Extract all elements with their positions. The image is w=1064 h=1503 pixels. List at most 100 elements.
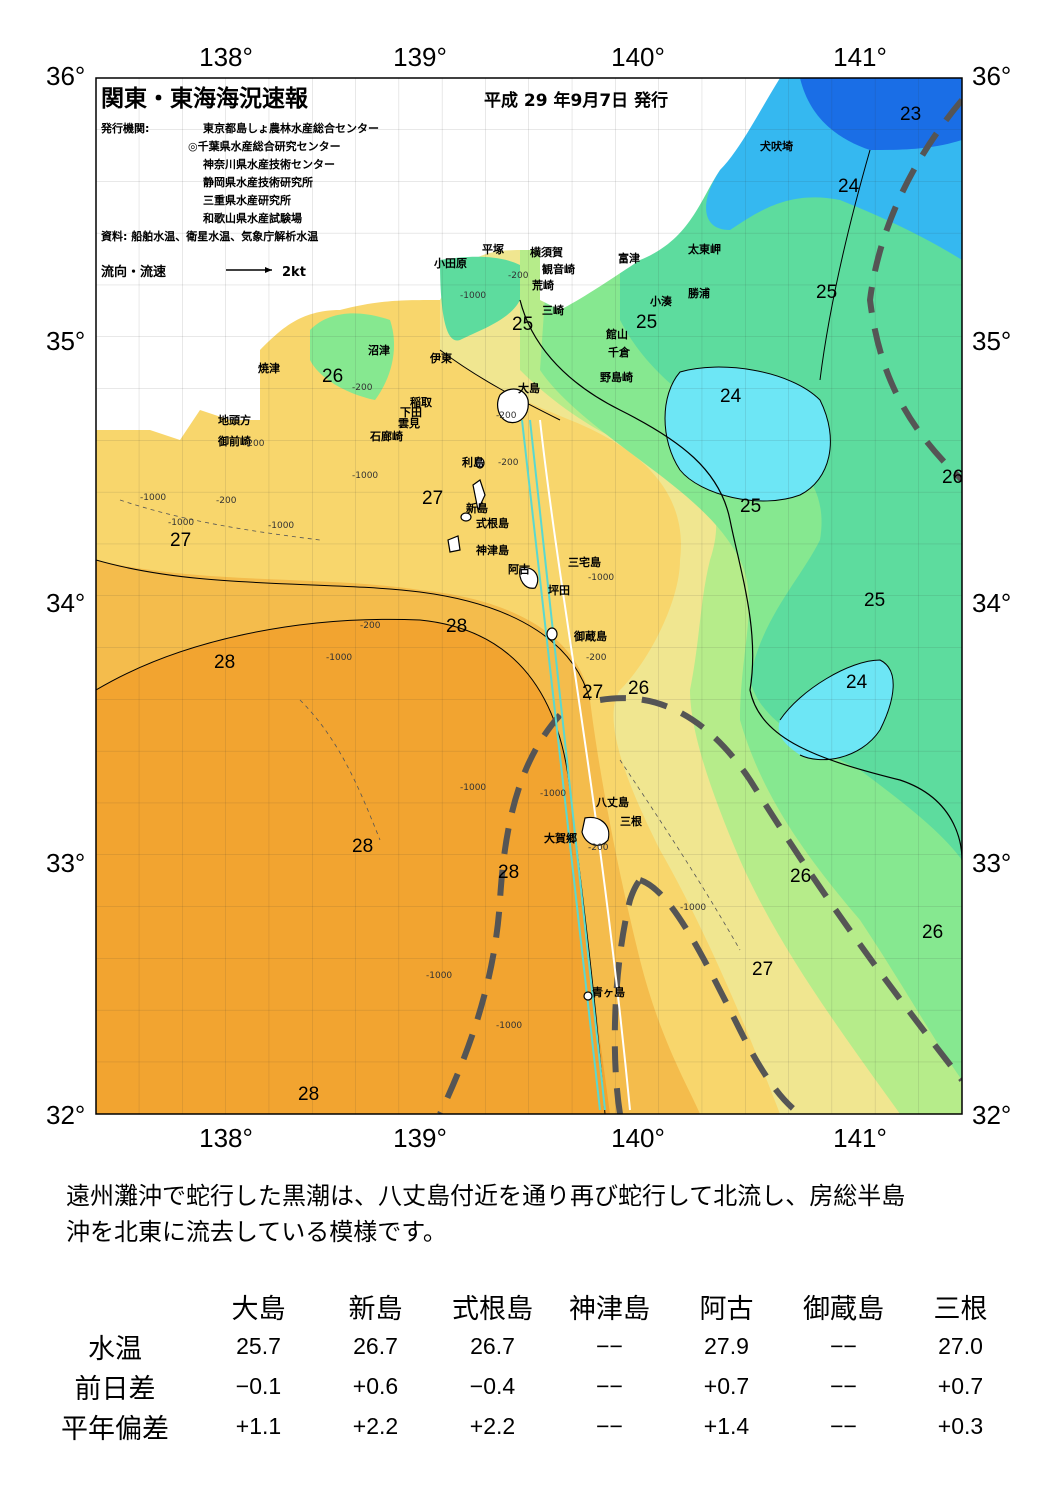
- isotherm-label: 26: [942, 467, 963, 488]
- publisher-name: 三重県水産研究所: [203, 193, 291, 207]
- longitude-tick-top: 141°: [833, 42, 887, 72]
- place-label: 利島: [462, 455, 484, 469]
- table-row: 水温 25.7 26.7 26.7 −− 27.9 −− 27.0: [30, 1326, 1019, 1366]
- table-cell: 25.7: [236, 1332, 281, 1359]
- place-label: 青ヶ島: [592, 985, 625, 999]
- longitude-tick-top: 138°: [199, 42, 253, 72]
- table-row: 平年偏差 +1.1 +2.2 +2.2 −− +1.4 −− +0.3: [30, 1406, 1019, 1446]
- place-label: 平塚: [482, 242, 504, 256]
- place-label: 沼津: [368, 343, 390, 357]
- depth-contour-label: -200: [352, 383, 373, 393]
- place-label: 三宅島: [568, 555, 601, 569]
- table-cell: −−: [596, 1332, 623, 1359]
- table-cell: −−: [596, 1372, 623, 1399]
- isotherm-label: 25: [512, 314, 533, 335]
- place-label: 三崎: [542, 303, 564, 317]
- latitude-tick-left: 36°: [46, 61, 85, 91]
- depth-contour-label: -1000: [140, 493, 166, 503]
- table-cell: 27.9: [704, 1332, 749, 1359]
- table-cell: 26.7: [353, 1332, 398, 1359]
- place-label: 坪田: [548, 584, 570, 597]
- table-header-row: 大島 新島 式根島 神津島 阿古 御蔵島 三根: [30, 1286, 1019, 1326]
- table-cell: +0.7: [703, 1372, 750, 1399]
- longitude-tick-bottom: 140°: [611, 1123, 665, 1153]
- table-cell: −−: [830, 1332, 857, 1359]
- data-sources: 資料: 船舶水温、衛星水温、気象庁解析水温: [101, 229, 318, 243]
- place-label: 稲取: [410, 395, 432, 409]
- latitude-tick-right: 32°: [972, 1100, 1011, 1130]
- depth-contour-label: -1000: [496, 1021, 522, 1031]
- isotherm-label: 28: [352, 836, 373, 857]
- publisher-label: 発行機関:: [100, 121, 149, 135]
- isotherm-label: 28: [298, 1084, 319, 1105]
- latitude-tick-left: 35°: [46, 326, 85, 356]
- place-label: 地頭方: [218, 413, 251, 427]
- publisher-name: 静岡県水産技術研究所: [203, 175, 313, 189]
- place-label: 御前崎: [217, 434, 251, 448]
- depth-contour-label: -200: [498, 458, 519, 468]
- place-label: 太東岬: [687, 242, 721, 256]
- table-row-label: 水温: [88, 1333, 142, 1364]
- sea-temperature-map: 138° 138° 139° 139° 140° 140° 141° 141° 36° 36° 35…: [46, 42, 1011, 1153]
- table-cell: +0.3: [937, 1412, 984, 1439]
- depth-contour-label: -1000: [460, 291, 486, 301]
- place-label: 館山: [605, 327, 628, 341]
- place-label: 雲見: [398, 417, 420, 430]
- place-label: 犬吠埼: [760, 139, 793, 153]
- isotherm-label: 25: [740, 496, 761, 517]
- depth-contour-label: -1000: [168, 518, 194, 528]
- table-cell: +2.2: [352, 1412, 399, 1439]
- temperature-field: [96, 78, 962, 1114]
- place-label: 小田原: [433, 256, 467, 270]
- place-label: 伊東: [429, 351, 453, 365]
- place-label: 三根: [620, 814, 643, 828]
- isotherm-label: 25: [816, 282, 837, 303]
- latitude-tick-left: 34°: [46, 588, 85, 618]
- table-column-header: 式根島: [452, 1293, 533, 1324]
- table-cell: +1.1: [235, 1412, 282, 1439]
- table-cell: −0.1: [235, 1372, 282, 1399]
- latitude-tick-left: 33°: [46, 848, 85, 878]
- table-cell: 27.0: [938, 1332, 983, 1359]
- issue-date: 平成 29 年9月7日 発行: [484, 90, 668, 111]
- place-label: 横須賀: [530, 245, 563, 259]
- isotherm-label: 26: [322, 366, 343, 387]
- depth-contour-label: -1000: [540, 789, 566, 799]
- latitude-tick-left: 32°: [46, 1100, 85, 1130]
- depth-contour-label: -200: [586, 653, 607, 663]
- depth-contour-label: -200: [216, 496, 237, 506]
- table-column-header: 大島: [231, 1293, 286, 1324]
- place-label: 千倉: [608, 345, 631, 359]
- publisher-name: 東京都島しょ農林水産総合センター: [203, 121, 379, 135]
- place-label: 焼津: [258, 361, 280, 375]
- depth-contour-label: -200: [496, 411, 517, 421]
- longitude-tick-bottom: 138°: [199, 1123, 253, 1153]
- publisher-name: ◎千葉県水産総合研究センター: [188, 139, 341, 153]
- place-label: 下田: [400, 406, 422, 419]
- place-label: 観音崎: [542, 262, 575, 276]
- longitude-tick-top: 139°: [393, 42, 447, 72]
- isotherm-label: 27: [752, 959, 773, 980]
- isotherm-label: 24: [846, 672, 868, 693]
- flow-legend-unit: 2kt: [282, 265, 306, 280]
- place-label: 神津島: [476, 543, 509, 557]
- place-label: 荒崎: [531, 278, 554, 292]
- place-label: 小湊: [649, 294, 672, 308]
- table-column-header: 御蔵島: [803, 1293, 884, 1324]
- latitude-tick-right: 35°: [972, 326, 1011, 356]
- table-cell: −−: [596, 1412, 623, 1439]
- depth-contour-label: -1000: [588, 573, 614, 583]
- depth-contour-label: -200: [588, 843, 609, 853]
- table-cell: −−: [830, 1372, 857, 1399]
- depth-contour-label: -1000: [680, 903, 706, 913]
- isotherm-label: 27: [170, 530, 191, 551]
- description-line: 沖を北東に流去している模様です。: [66, 1218, 447, 1246]
- isotherm-label: 26: [922, 922, 943, 943]
- depth-contour-label: -1000: [268, 521, 294, 531]
- publisher-name: 和歌山県水産試験場: [203, 211, 302, 225]
- place-label: 大島: [518, 381, 540, 395]
- table-cell: −−: [830, 1412, 857, 1439]
- table-column-header: 神津島: [569, 1293, 650, 1324]
- map-title: 関東・東海海況速報: [101, 85, 309, 112]
- place-label: 野島崎: [600, 370, 633, 384]
